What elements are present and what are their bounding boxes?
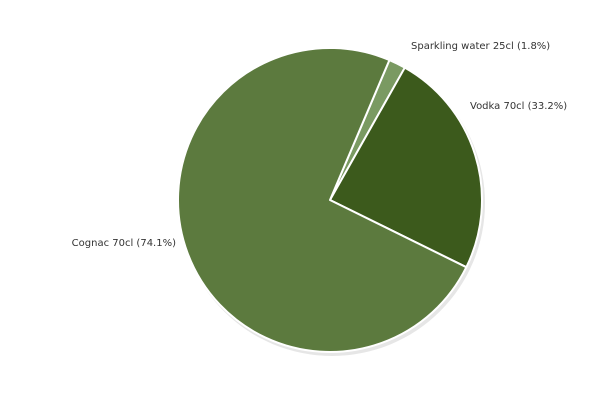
pie-slice-2[interactable] — [177, 46, 468, 353]
slice-label-1: Vodka 70cl (33.2%) — [470, 101, 567, 112]
slice-label-2: Cognac 70cl (74.1%) — [72, 238, 176, 249]
pie-slice-1[interactable] — [329, 66, 483, 269]
pie-slices — [177, 46, 483, 353]
slice-label-0: Sparkling water 25cl (1.8%) — [411, 41, 550, 52]
slice-labels: Sparkling water 25cl (1.8%) Vodka 70cl (3… — [72, 41, 568, 249]
